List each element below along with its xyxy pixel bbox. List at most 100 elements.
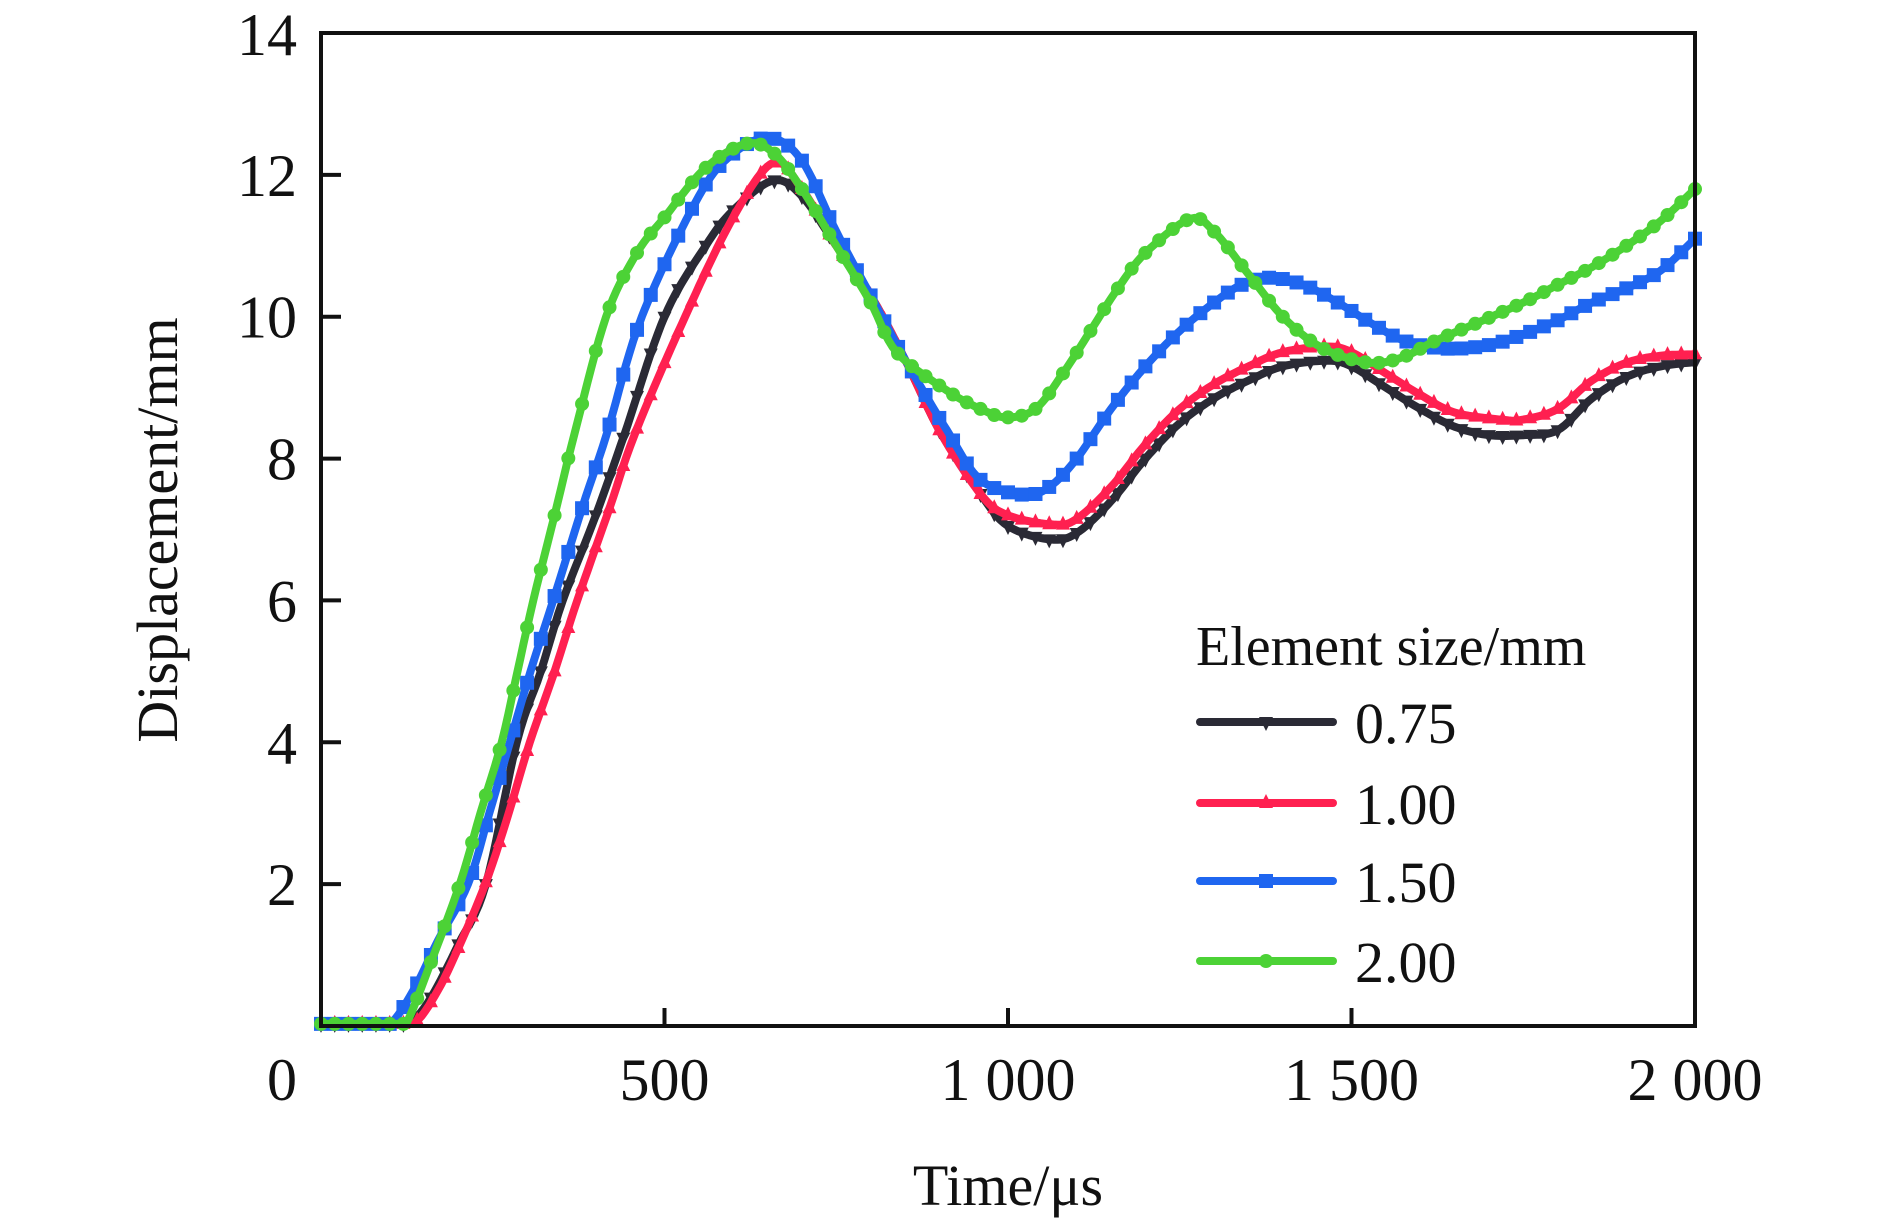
data-point-marker [1344, 303, 1359, 318]
data-point-marker [437, 968, 452, 983]
data-point-marker [1001, 506, 1015, 521]
data-point-marker [1605, 359, 1620, 374]
data-point-marker [1207, 295, 1222, 310]
data-point-marker [1317, 355, 1332, 370]
data-point-marker [1564, 270, 1579, 285]
data-point-marker [547, 662, 562, 677]
data-point-marker [863, 295, 878, 310]
data-point-marker [520, 675, 535, 690]
data-point-marker [1440, 328, 1455, 343]
data-point-marker [1165, 406, 1180, 421]
y-tick-label-10: 10 [237, 285, 297, 351]
x-axis-title: Time/μs [913, 1153, 1103, 1218]
data-point-marker [1234, 277, 1249, 292]
data-point-marker [643, 348, 658, 363]
data-point-marker [396, 1016, 411, 1031]
data-point-marker [1248, 354, 1263, 369]
data-point-marker [547, 620, 562, 635]
data-point-marker [1440, 418, 1455, 433]
data-point-marker [1138, 245, 1153, 260]
legend-marker-1-50 [1259, 874, 1273, 888]
data-point-marker [1674, 358, 1689, 373]
data-point-marker [1358, 312, 1373, 327]
data-point-marker [533, 701, 548, 716]
data-point-marker [1591, 292, 1606, 307]
data-point-marker [1165, 424, 1180, 439]
data-point-marker [1152, 438, 1167, 453]
data-point-marker [1330, 295, 1345, 310]
data-point-marker [671, 228, 686, 243]
data-point-marker [492, 833, 507, 848]
data-point-marker [1207, 375, 1222, 390]
data-point-marker [932, 378, 947, 393]
y-tick-label-14: 14 [237, 2, 297, 68]
data-point-marker [575, 501, 590, 516]
data-point-marker [1289, 322, 1304, 337]
data-point-marker [684, 201, 699, 216]
data-point-marker [1152, 344, 1167, 359]
data-point-marker [1550, 399, 1565, 414]
data-point-marker [684, 175, 699, 190]
series-line-2-00 [318, 139, 1698, 1028]
data-point-marker [794, 153, 809, 168]
x-tick-label-0: 0 [267, 1047, 297, 1113]
legend-item-0-75: 0.75 [1196, 691, 1457, 756]
data-point-marker [588, 538, 603, 553]
data-point-marker [822, 227, 837, 242]
data-point-marker [1619, 372, 1634, 387]
data-point-marker [1426, 393, 1441, 408]
data-point-marker [1028, 401, 1043, 416]
data-point-marker [1523, 409, 1538, 424]
data-point-marker [987, 481, 1002, 496]
data-point-marker [1468, 316, 1483, 331]
data-point-marker [1124, 375, 1139, 390]
data-point-marker [602, 300, 617, 315]
data-point-marker [1124, 452, 1139, 467]
data-point-marker [959, 466, 974, 481]
data-point-marker [684, 292, 699, 307]
data-point-marker [891, 346, 906, 361]
data-point-marker [1165, 222, 1180, 237]
data-point-marker [1138, 359, 1153, 374]
data-point-marker [1069, 345, 1084, 360]
data-point-marker [1042, 479, 1057, 494]
x-tick-label-1-500: 1 500 [1284, 1047, 1419, 1113]
data-point-marker [602, 472, 617, 487]
data-point-marker [465, 865, 480, 880]
data-point-marker [1385, 353, 1400, 368]
data-point-marker [1550, 313, 1565, 328]
data-point-marker [1330, 338, 1345, 353]
data-point-marker [1509, 430, 1524, 445]
data-point-marker [1014, 487, 1029, 502]
data-point-marker [1468, 427, 1483, 442]
data-point-marker [1578, 399, 1593, 414]
data-point-marker [753, 164, 768, 179]
data-point-marker [1550, 425, 1565, 440]
data-point-marker [1234, 258, 1249, 273]
data-point-marker [588, 343, 603, 358]
data-point-marker [698, 160, 713, 175]
data-point-marker [1330, 347, 1345, 362]
data-point-marker [739, 136, 754, 151]
data-point-marker [808, 179, 823, 194]
data-point-marker [1138, 435, 1153, 450]
data-point-marker [1055, 366, 1070, 381]
data-point-marker [561, 580, 576, 595]
data-point-marker [1371, 320, 1386, 335]
data-point-marker [1674, 195, 1689, 210]
data-point-marker [932, 410, 947, 425]
data-point-marker [506, 788, 521, 803]
data-point-marker [1289, 340, 1304, 355]
data-point-marker [1289, 275, 1304, 290]
data-point-marker [478, 873, 493, 888]
data-point-marker [355, 1016, 370, 1031]
data-point-marker [1014, 527, 1029, 542]
data-point-marker [1001, 485, 1015, 500]
data-point-marker [1317, 341, 1332, 356]
data-point-marker [657, 354, 672, 369]
x-tick-label-500: 500 [620, 1047, 710, 1113]
data-point-marker [1275, 309, 1290, 324]
data-point-marker [492, 742, 507, 757]
data-point-marker [1042, 515, 1057, 530]
data-point-marker [1097, 485, 1112, 500]
